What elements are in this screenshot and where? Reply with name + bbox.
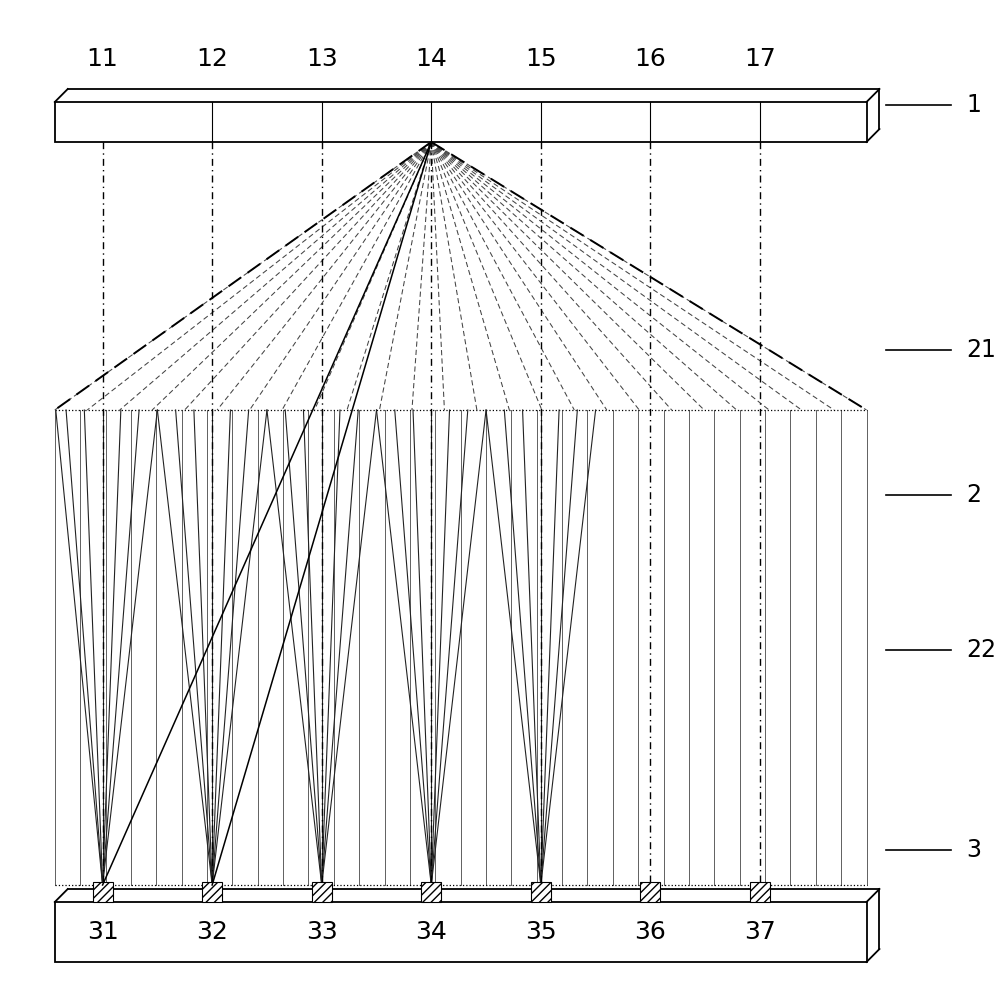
Text: 11: 11 xyxy=(87,47,119,71)
Text: 31: 31 xyxy=(87,920,119,944)
Text: 37: 37 xyxy=(744,920,776,944)
Text: 32: 32 xyxy=(196,920,228,944)
Bar xyxy=(750,882,770,902)
Text: 16: 16 xyxy=(634,47,666,71)
Bar xyxy=(93,882,113,902)
Text: 15: 15 xyxy=(525,47,557,71)
Bar xyxy=(312,882,332,902)
Text: 1: 1 xyxy=(966,93,981,117)
Text: 12: 12 xyxy=(196,47,228,71)
Bar xyxy=(531,882,551,902)
Text: 34: 34 xyxy=(415,920,447,944)
Text: 35: 35 xyxy=(525,920,557,944)
Text: 3: 3 xyxy=(966,838,981,862)
Bar xyxy=(640,882,660,902)
Bar xyxy=(55,902,867,962)
Bar xyxy=(421,882,441,902)
Text: 36: 36 xyxy=(634,920,666,944)
Text: 22: 22 xyxy=(966,638,996,662)
Text: 17: 17 xyxy=(744,47,776,71)
Bar xyxy=(55,102,867,142)
Text: 14: 14 xyxy=(415,47,447,71)
Text: 21: 21 xyxy=(966,338,996,362)
Bar xyxy=(202,882,222,902)
Text: 2: 2 xyxy=(966,483,981,507)
Text: 33: 33 xyxy=(306,920,338,944)
Text: 13: 13 xyxy=(306,47,338,71)
